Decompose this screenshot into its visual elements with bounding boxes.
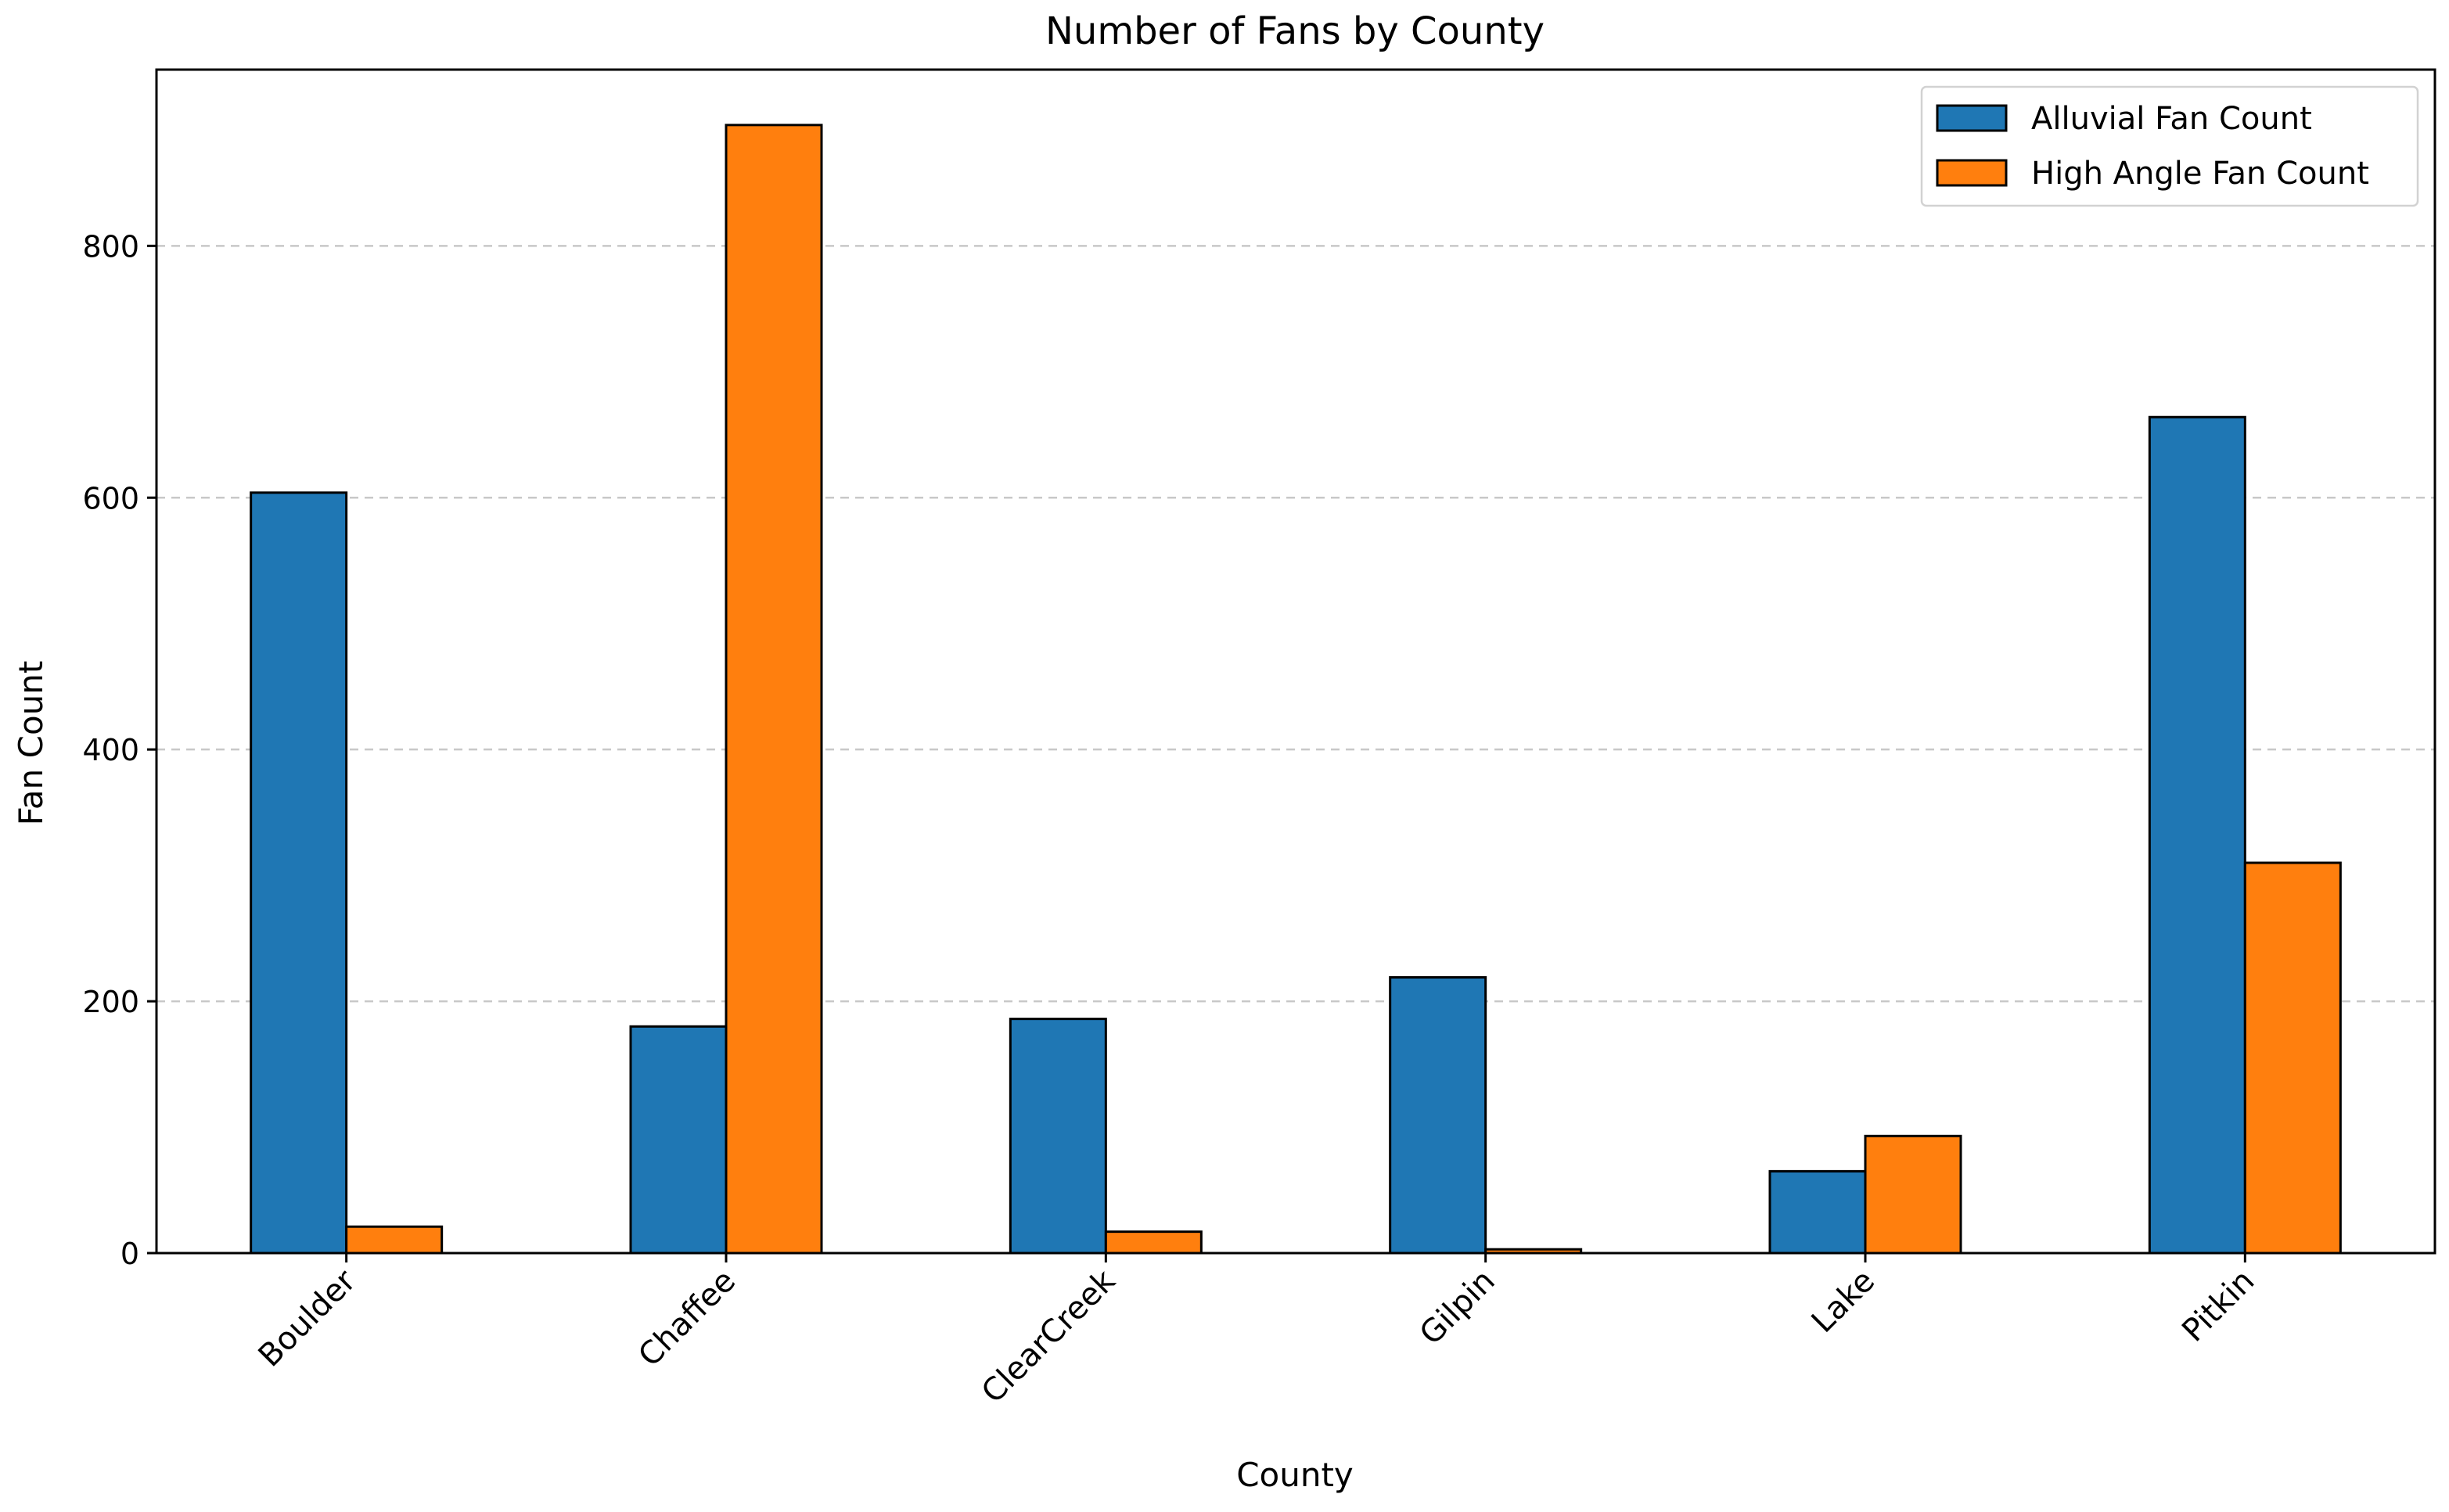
legend-swatch (1936, 159, 2008, 187)
bar (1768, 1169, 1867, 1255)
y-tick-label: 0 (120, 1237, 139, 1271)
legend-swatch (1936, 104, 2008, 132)
x-axis-label: County (1236, 1456, 1354, 1494)
bar (1009, 1018, 1107, 1255)
legend-label: High Angle Fan Count (2031, 156, 2369, 192)
bar (1104, 1230, 1203, 1255)
bar (629, 1025, 728, 1255)
y-tick-label: 200 (82, 985, 139, 1019)
axes (147, 68, 2436, 1262)
y-tick-label: 400 (82, 733, 139, 767)
legend-box (1920, 85, 2419, 207)
y-tick-label: 600 (82, 481, 139, 515)
y-axis-label: Fan Count (12, 661, 50, 826)
chart-title: Number of Fans by County (1045, 9, 1545, 53)
plot-frame (155, 68, 2436, 1255)
bar (2243, 861, 2342, 1255)
bar (2148, 415, 2246, 1255)
bar (1389, 976, 1487, 1255)
legend: Alluvial Fan Count High Angle Fan Count (1920, 85, 2419, 207)
bar (725, 124, 823, 1255)
bar (345, 1225, 444, 1255)
grid-lines (156, 245, 2435, 1003)
y-tick-label: 800 (82, 229, 139, 264)
bar (250, 491, 348, 1255)
legend-label: Alluvial Fan Count (2031, 101, 2312, 137)
bar (1864, 1134, 1962, 1255)
